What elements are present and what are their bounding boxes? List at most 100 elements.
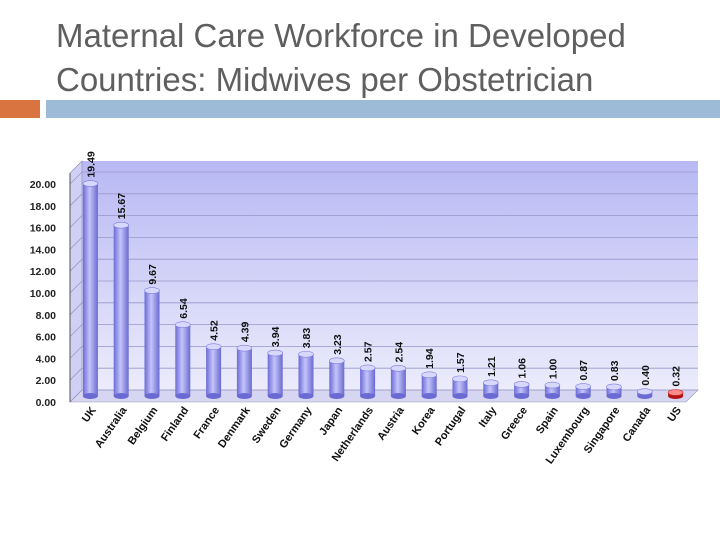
bar-body <box>575 386 591 396</box>
bar-greece <box>513 381 530 399</box>
bar-cap <box>236 344 253 352</box>
bar-cap <box>482 379 499 387</box>
bar-italy <box>482 379 499 399</box>
gridline-depth <box>69 280 83 294</box>
bar-base <box>82 393 98 399</box>
category-label: Japan <box>317 405 345 438</box>
bar-cap <box>606 383 622 391</box>
gridline-depth <box>69 302 83 316</box>
data-label: 1.06 <box>517 358 529 379</box>
bar-france <box>205 343 222 399</box>
bar-cap <box>175 321 191 329</box>
data-label: 4.39 <box>239 322 251 343</box>
bar-base <box>298 393 314 399</box>
bar-us <box>667 389 684 399</box>
bar-canada <box>636 388 653 399</box>
plot-area <box>69 160 699 403</box>
bar-base <box>144 393 160 399</box>
bar-cap <box>575 383 592 390</box>
data-label: 6.54 <box>178 298 190 319</box>
bar-belgium <box>144 287 160 399</box>
data-label: 15.67 <box>116 193 128 219</box>
bar-body <box>390 368 406 396</box>
bar-body <box>298 354 314 396</box>
bar-korea <box>421 371 438 399</box>
bar-base <box>267 393 283 399</box>
bar-cap <box>144 287 160 294</box>
bar-finland <box>175 321 191 399</box>
bar-base <box>175 393 191 399</box>
bar-cap <box>452 375 468 383</box>
bar-body <box>360 367 376 396</box>
bar-body <box>483 382 499 396</box>
bar-uk <box>82 180 99 399</box>
plot-side-wall <box>69 160 83 403</box>
bar-austria <box>390 365 407 399</box>
bar-base <box>206 393 222 399</box>
gridline-depth <box>69 389 83 403</box>
data-label: 1.57 <box>455 352 467 373</box>
bar-base <box>544 393 560 399</box>
data-labels: 19.49 15.67 9.67 6.54 4.52 4.39 3.94 3.83 3.23 2.… <box>85 151 682 386</box>
y-tick-label: 10.00 <box>30 288 56 300</box>
data-label: 0.83 <box>609 360 621 381</box>
bar-base <box>606 393 622 399</box>
bar-body <box>452 378 468 396</box>
bar-body <box>144 290 160 396</box>
category-label: Germany <box>277 404 315 451</box>
data-label: 0.32 <box>671 366 683 387</box>
category-label: Spain <box>534 405 561 437</box>
y-tick-label: 20.00 <box>30 179 56 191</box>
category-label: Australia <box>93 404 130 450</box>
data-label: 0.87 <box>578 360 590 381</box>
category-label: Finland <box>159 405 191 444</box>
bar-singapore <box>606 383 622 399</box>
gridline-depth <box>69 171 83 185</box>
category-label: France <box>192 405 223 441</box>
gridline-depth <box>69 215 83 228</box>
gridline-depth <box>69 324 83 337</box>
bar-cap <box>328 357 345 365</box>
y-tick-label: 2.00 <box>36 375 57 387</box>
bar-germany <box>298 350 314 399</box>
data-label: 0.40 <box>640 365 652 386</box>
bar-cap <box>205 343 222 351</box>
y-tick-label: 12.00 <box>30 266 56 278</box>
gridline-depth <box>69 237 83 250</box>
data-label: 1.94 <box>424 348 436 369</box>
bar-cap <box>544 381 561 389</box>
gridline-depth <box>69 258 83 272</box>
bar-body <box>267 353 283 396</box>
bar-sweden <box>267 349 284 399</box>
bar-base <box>421 393 437 399</box>
data-label: 2.54 <box>393 342 405 363</box>
gridline-depth <box>69 346 83 359</box>
bars <box>82 180 684 399</box>
slide-title: Maternal Care Workforce in Developed Cou… <box>56 14 706 102</box>
category-label: Sweden <box>250 405 284 446</box>
y-tick-label: 0.00 <box>36 397 57 409</box>
data-label: 3.94 <box>270 326 282 347</box>
y-tick-label: 18.00 <box>30 201 56 213</box>
bar-cap <box>667 389 684 396</box>
bar-cap <box>82 180 99 187</box>
bar-body <box>236 348 252 396</box>
bar-body <box>113 225 129 396</box>
bar-cap <box>390 365 407 372</box>
bar-japan <box>328 357 345 399</box>
bar-cap <box>636 388 653 395</box>
bar-body <box>421 374 437 396</box>
y-axis: 0.00 2.00 4.00 6.00 8.00 10.00 12.00 14.00 16.00… <box>30 173 71 409</box>
data-label: 3.83 <box>301 328 313 349</box>
category-label: US <box>665 405 684 424</box>
category-label: Austria <box>375 404 407 443</box>
category-label: Portugal <box>433 405 468 448</box>
plot-floor <box>69 389 699 403</box>
bar-base <box>575 393 591 399</box>
gridline-depth <box>69 193 83 207</box>
bar-body <box>82 183 98 396</box>
category-label: UK <box>80 405 99 425</box>
data-label: 4.52 <box>209 320 221 341</box>
bar-cap <box>267 349 284 357</box>
